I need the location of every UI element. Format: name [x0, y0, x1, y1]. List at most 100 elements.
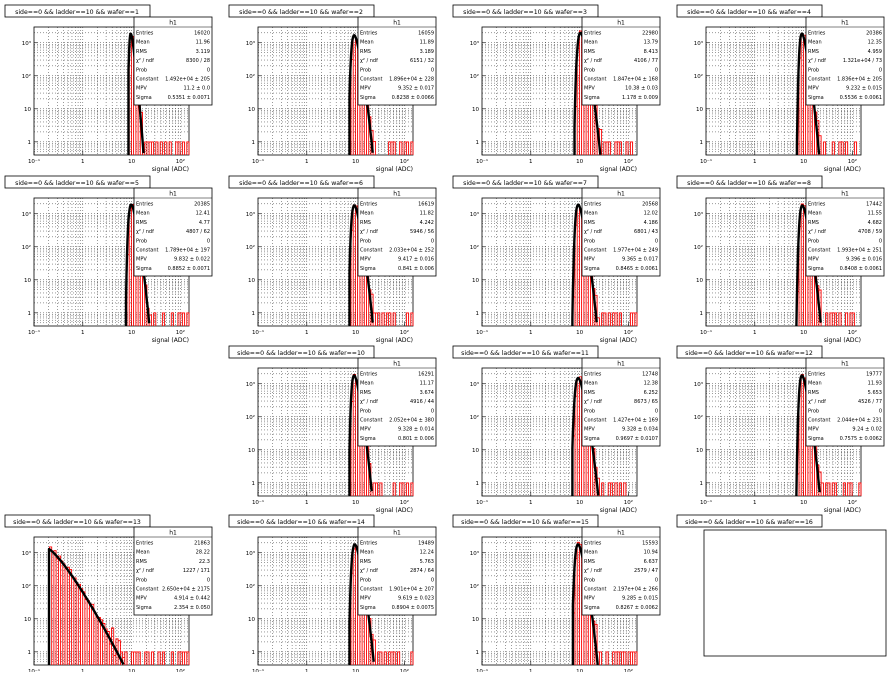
panel-title-box [4, 175, 151, 189]
stats-value: 22.3 [199, 559, 210, 565]
stats-label: Mean [584, 40, 598, 46]
x-tick-label: 10² [848, 158, 857, 165]
panel-title-box [676, 175, 823, 189]
y-tick-label: 10² [246, 73, 255, 80]
stats-hist-name: h1 [617, 191, 625, 198]
x-tick-label: 10² [400, 668, 409, 672]
y-tick-label: 10³ [246, 40, 255, 47]
stats-box [805, 357, 885, 447]
stats-label: MPV [136, 257, 147, 263]
y-tick-label: 10³ [22, 550, 31, 557]
stats-label: χ² / ndf [808, 58, 826, 64]
histogram-panel: side==0 && ladder==10 && wafer==3 10⁻¹ 1 10… [452, 4, 661, 173]
stats-hist-name: h1 [393, 20, 401, 27]
stats-value: 11.55 [868, 211, 882, 217]
x-axis-label: signal (ADC) [376, 507, 413, 514]
panel-title: side==0 && ladder==10 && wafer==11 [461, 350, 589, 357]
stats-label: Constant [136, 248, 159, 254]
y-tick-label: 10 [472, 617, 479, 623]
stats-value: 6801 / 43 [634, 229, 658, 235]
stats-value: 11.96 [196, 40, 210, 46]
y-tick-label: 10³ [246, 550, 255, 557]
stats-value: 0.801 ± 0.006 [398, 436, 434, 442]
y-tick-label: 1 [476, 481, 480, 487]
stats-value: 19777 [866, 372, 882, 378]
stats-value: 12.24 [420, 550, 434, 556]
stats-value: 0.8267 ± 0.0062 [616, 605, 658, 611]
stats-label: RMS [136, 220, 147, 226]
stats-label: Entries [584, 541, 602, 547]
stats-value: 4708 / 59 [858, 229, 882, 235]
stats-label: Prob [584, 577, 595, 583]
stats-label: Mean [584, 211, 598, 217]
stats-value: 8300 / 28 [186, 58, 210, 64]
stats-value: 0 [431, 238, 434, 244]
stats-value: 0.5536 ± 0.0061 [840, 95, 882, 101]
y-tick-label: 10 [248, 107, 255, 113]
x-tick-label: 1 [305, 500, 309, 506]
stats-value: 3.674 [420, 390, 434, 396]
x-tick-label: 10⁻¹ [700, 499, 712, 506]
stats-value: 3.119 [196, 49, 210, 55]
x-tick-label: 10 [576, 330, 583, 336]
stats-value: 2.033e+04 ± 252 [389, 248, 434, 254]
stats-value: 9.396 ± 0.016 [846, 257, 882, 263]
x-tick-label: 1 [753, 500, 757, 506]
stats-label: Mean [808, 40, 822, 46]
stats-label: Sigma [808, 95, 824, 101]
y-tick-label: 10 [248, 448, 255, 454]
panel-title: side==0 && ladder==10 && wafer==3 [463, 9, 587, 16]
y-tick-label: 10³ [470, 550, 479, 557]
y-tick-label: 1 [700, 140, 704, 146]
x-tick-label: 10⁻¹ [476, 158, 488, 165]
stats-value: 19489 [418, 541, 434, 547]
y-tick-label: 10 [24, 617, 31, 623]
stats-value: 0 [879, 238, 882, 244]
x-tick-label: 1 [529, 159, 533, 165]
stats-value: 1.993e+04 ± 251 [837, 248, 882, 254]
histogram-panel: side==0 && ladder==10 && wafer==810⁻¹ 1 10… [676, 175, 885, 344]
stats-label: MPV [136, 86, 147, 92]
stats-label: Prob [360, 67, 371, 73]
stats-label: Mean [360, 40, 374, 46]
y-tick-label: 10² [22, 583, 31, 590]
stats-label: RMS [584, 390, 595, 396]
x-tick-label: 10² [176, 329, 185, 336]
y-tick-label: 10² [22, 73, 31, 80]
stats-value: 17442 [866, 202, 882, 208]
stats-value: 9.365 ± 0.017 [622, 257, 658, 263]
stats-box [357, 187, 437, 277]
stats-label: Constant [360, 418, 383, 424]
panel-title: side==0 && ladder==10 && wafer==7 [463, 180, 587, 187]
x-tick-label: 10⁻¹ [476, 668, 488, 672]
stats-value: 9.285 ± 0.015 [622, 596, 658, 602]
stats-value: 3.189 [420, 49, 434, 55]
y-tick-label: 10³ [246, 211, 255, 218]
stats-label: Constant [584, 418, 607, 424]
stats-label: χ² / ndf [584, 568, 602, 574]
stats-label: Mean [808, 211, 822, 217]
y-tick-label: 1 [28, 140, 32, 146]
stats-label: Prob [808, 67, 819, 73]
stats-value: 9.352 ± 0.017 [398, 86, 434, 92]
stats-label: RMS [136, 559, 147, 565]
x-tick-label: 10² [624, 329, 633, 336]
stats-value: 2.354 ± 0.050 [174, 605, 210, 611]
panel-title-box [4, 514, 151, 528]
stats-value: 13.79 [644, 40, 658, 46]
stats-value: 2.650e+04 ± 2175 [162, 587, 210, 593]
stats-value: 8.413 [644, 49, 658, 55]
y-tick-label: 10² [470, 73, 479, 80]
stats-value: 12.35 [868, 40, 882, 46]
x-tick-label: 10² [624, 668, 633, 672]
stats-value: 0 [207, 67, 210, 73]
stats-label: Prob [360, 408, 371, 414]
x-axis-label: signal (ADC) [600, 507, 637, 514]
panel-title: side==0 && ladder==10 && wafer==15 [461, 519, 589, 526]
stats-box [581, 526, 661, 616]
stats-label: Sigma [360, 436, 376, 442]
stats-value: 9.619 ± 0.023 [398, 596, 434, 602]
stats-label: Sigma [808, 266, 824, 272]
panel-title: side==0 && ladder==10 && wafer==14 [237, 519, 365, 526]
x-tick-label: 10² [848, 329, 857, 336]
